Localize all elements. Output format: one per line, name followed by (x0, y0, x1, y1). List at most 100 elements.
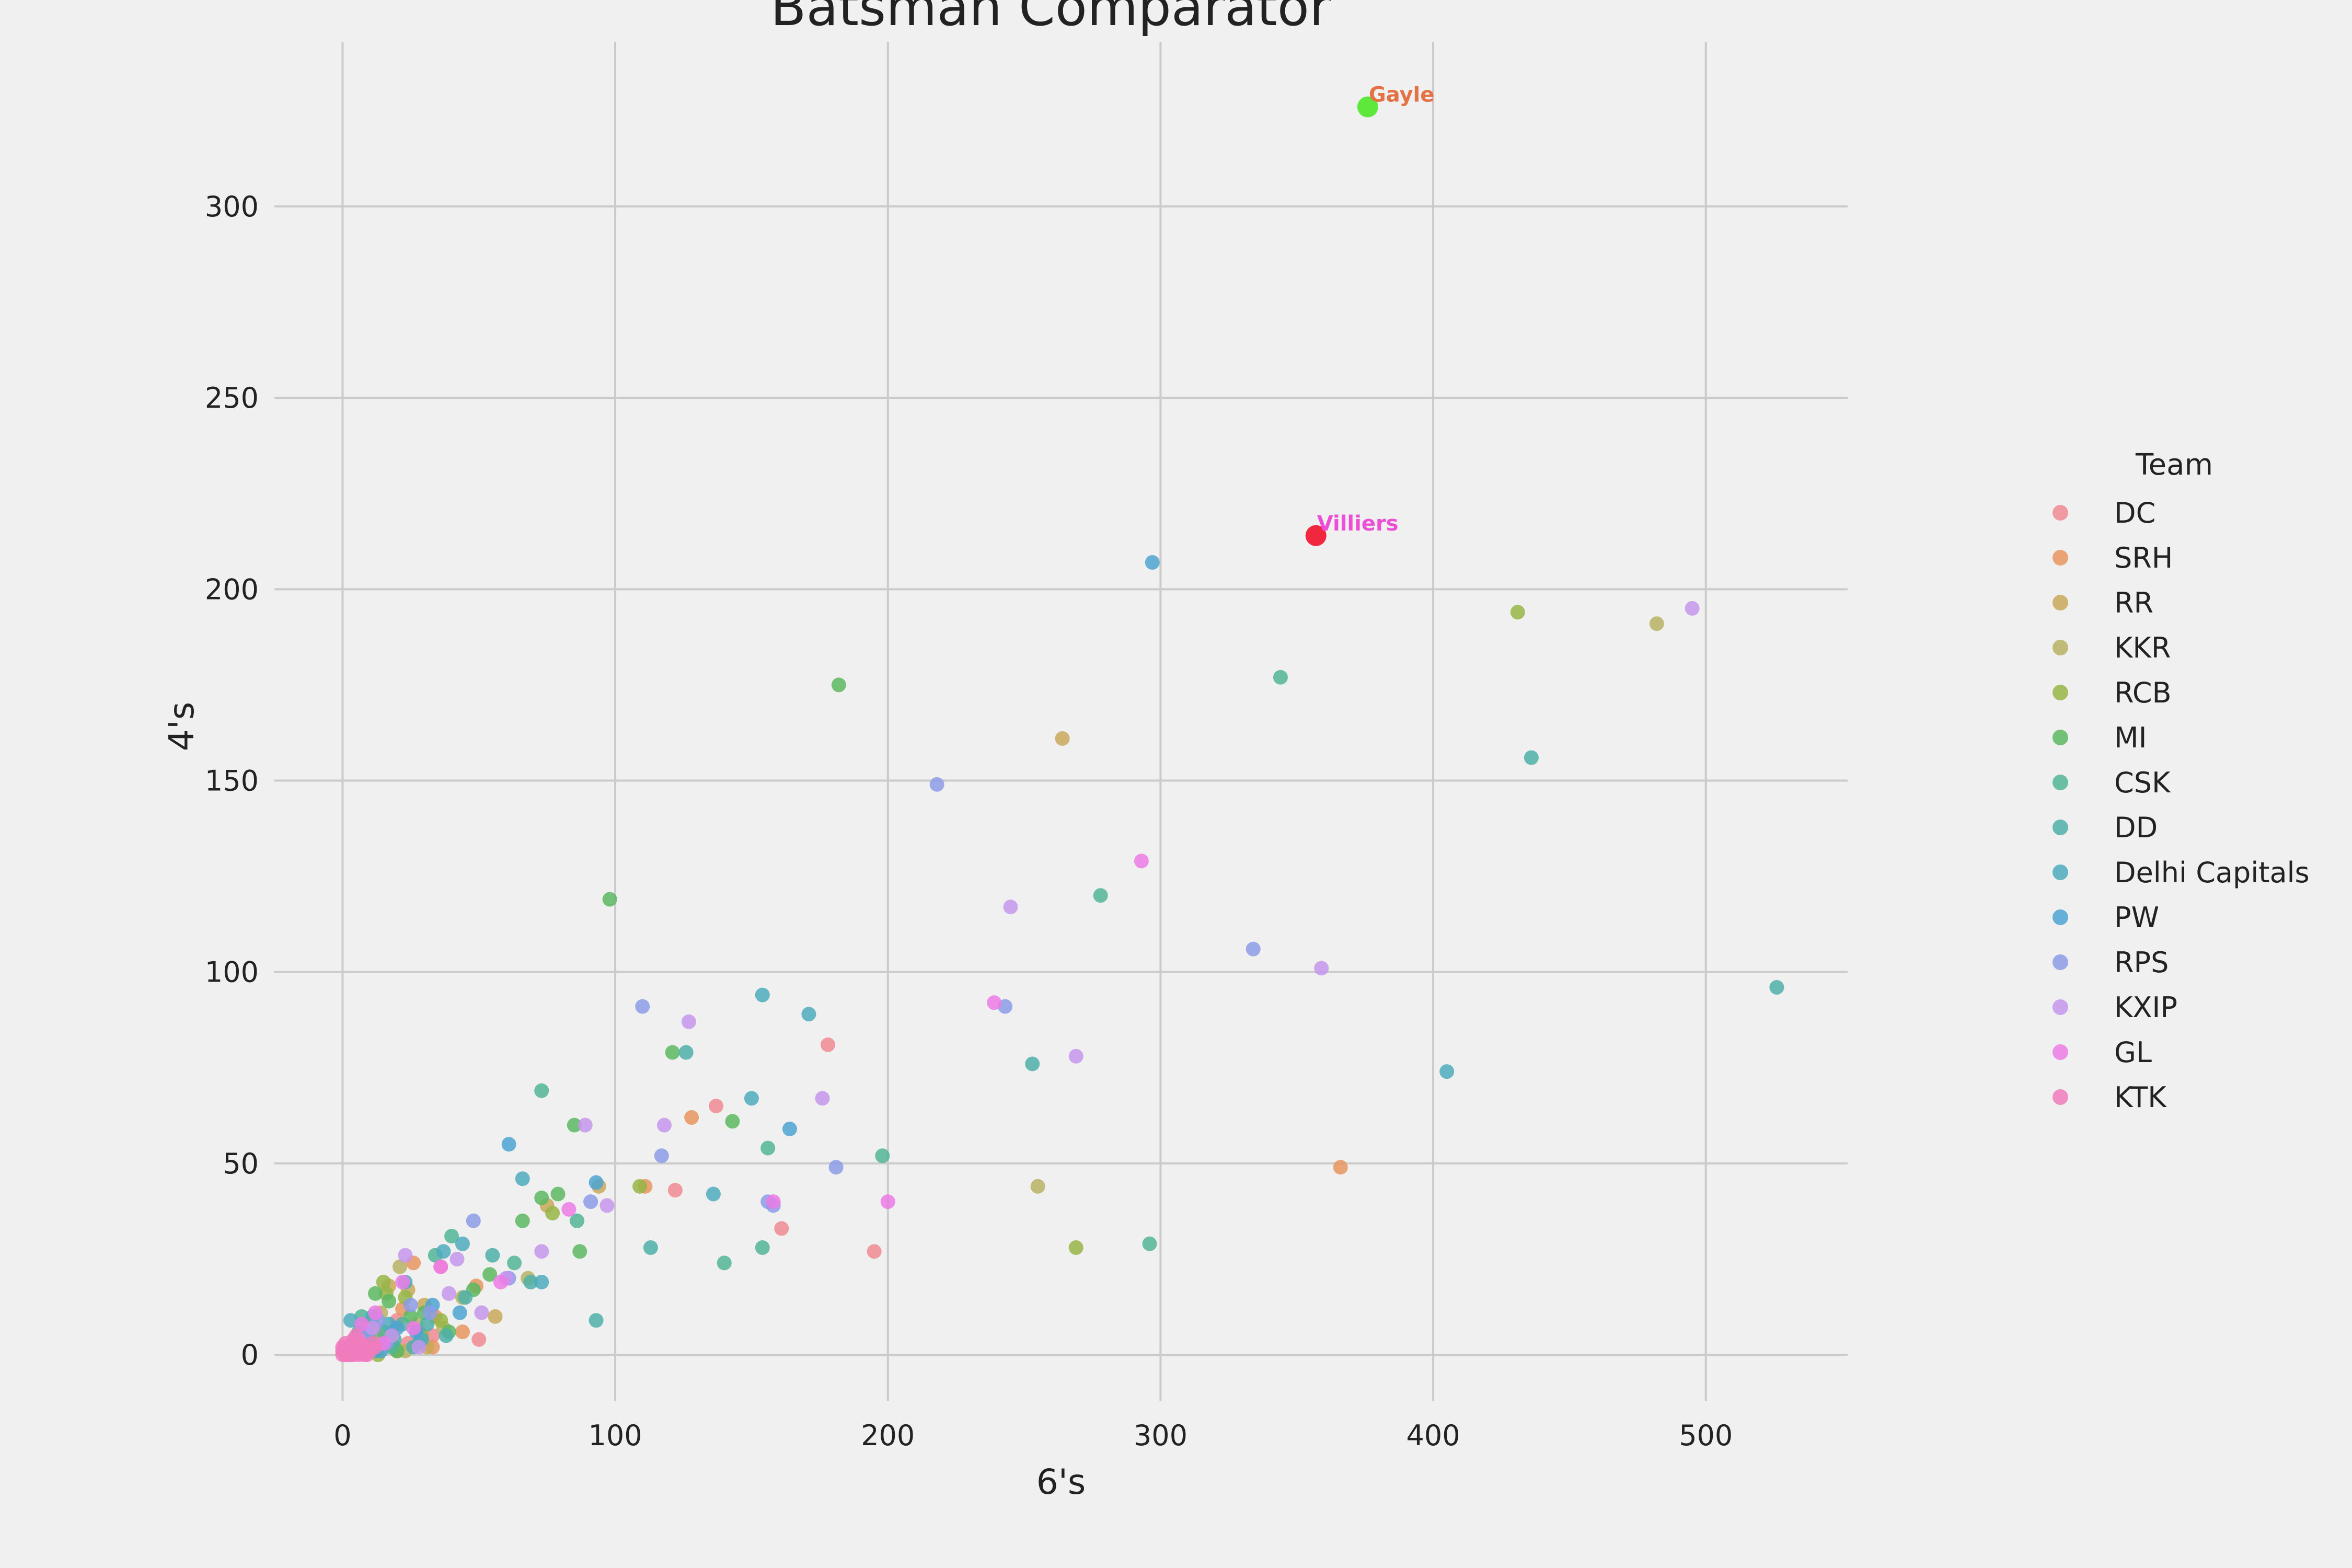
legend-marker (2053, 1044, 2068, 1060)
legend-marker (2053, 505, 2068, 521)
legend-label: RCB (2114, 676, 2172, 709)
data-point (455, 1324, 470, 1340)
data-point (760, 1140, 776, 1156)
data-point (678, 1045, 694, 1060)
data-point (987, 995, 1002, 1010)
legend-label: PW (2114, 901, 2159, 934)
legend-label: DC (2114, 497, 2155, 529)
data-point (403, 1297, 418, 1312)
data-point (534, 1083, 549, 1098)
data-point (357, 1347, 372, 1363)
data-point (1145, 555, 1160, 570)
data-point (395, 1274, 410, 1289)
grid (274, 42, 1848, 1401)
data-point (466, 1213, 481, 1228)
data-point (875, 1148, 890, 1163)
data-point (684, 1110, 699, 1125)
data-point (880, 1194, 895, 1209)
data-point (782, 1122, 797, 1136)
highlight-point (1305, 525, 1327, 546)
data-point (488, 1309, 503, 1324)
data-point (599, 1198, 615, 1213)
legend-label: GL (2114, 1036, 2152, 1069)
data-point (589, 1313, 604, 1328)
data-point (709, 1099, 724, 1114)
data-points (335, 555, 1784, 1363)
data-point (458, 1290, 473, 1305)
chart-title: Batsman Comparator (770, 0, 1331, 38)
data-point (439, 1328, 454, 1343)
y-tick-label: 150 (205, 765, 259, 798)
data-point (744, 1091, 759, 1106)
x-tick-label: 500 (1679, 1419, 1733, 1452)
data-point (515, 1213, 530, 1228)
data-point (523, 1274, 538, 1289)
data-point (349, 1328, 364, 1343)
data-point (376, 1274, 391, 1289)
data-point (398, 1248, 413, 1263)
legend-label: KKR (2114, 631, 2171, 664)
data-point (1003, 900, 1018, 915)
y-tick-label: 200 (205, 573, 259, 606)
legend-label: DD (2114, 811, 2158, 844)
data-point (1025, 1056, 1040, 1071)
highlight-label: Gayle (1369, 83, 1435, 107)
data-point (346, 1347, 361, 1363)
legend-marker (2053, 595, 2068, 610)
data-point (1030, 1179, 1045, 1194)
data-point (382, 1294, 397, 1309)
data-point (436, 1244, 451, 1259)
data-point (717, 1255, 732, 1271)
data-point (567, 1117, 582, 1133)
data-point (766, 1194, 781, 1209)
highlighted-players: Gayle Villiers (1305, 83, 1435, 546)
data-point (441, 1286, 456, 1301)
legend-label: RPS (2114, 946, 2169, 979)
data-point (368, 1305, 383, 1320)
data-point (493, 1274, 508, 1289)
legend-marker (2053, 909, 2068, 925)
data-point (1068, 1048, 1083, 1064)
data-point (474, 1305, 489, 1320)
data-point (654, 1148, 669, 1163)
y-tick-label: 300 (205, 190, 259, 223)
data-point (572, 1244, 587, 1259)
data-point (820, 1037, 835, 1052)
data-point (365, 1336, 380, 1351)
data-point (433, 1313, 448, 1328)
data-point (354, 1317, 369, 1332)
data-point (455, 1236, 470, 1251)
data-point (1093, 888, 1108, 903)
data-point (1142, 1236, 1157, 1251)
data-point (433, 1259, 448, 1274)
legend-marker (2053, 685, 2068, 700)
data-point (1769, 980, 1784, 995)
data-point (485, 1248, 500, 1263)
data-point (406, 1320, 421, 1335)
y-tick-label: 250 (205, 382, 259, 414)
legend-marker (2053, 640, 2068, 655)
highlight-label: Villiers (1317, 512, 1399, 536)
legend-marker (2053, 775, 2068, 790)
data-point (570, 1213, 585, 1228)
legend-marker (2053, 730, 2068, 745)
data-point (534, 1274, 549, 1289)
legend-label: KTK (2114, 1081, 2167, 1114)
data-point (444, 1229, 459, 1244)
data-point (534, 1244, 549, 1259)
x-axis-label: 6's (1036, 1462, 1086, 1502)
data-point (482, 1267, 498, 1282)
data-point (1510, 605, 1525, 620)
data-point (583, 1194, 598, 1209)
y-tick-label: 0 (241, 1339, 259, 1371)
data-point (831, 677, 846, 693)
data-point (828, 1160, 844, 1175)
data-point (929, 777, 944, 792)
data-point (550, 1186, 566, 1202)
legend-label: MI (2114, 721, 2147, 754)
data-point (1333, 1160, 1348, 1175)
x-tick-label: 100 (589, 1419, 642, 1452)
data-point (507, 1255, 522, 1271)
data-point (368, 1286, 383, 1301)
